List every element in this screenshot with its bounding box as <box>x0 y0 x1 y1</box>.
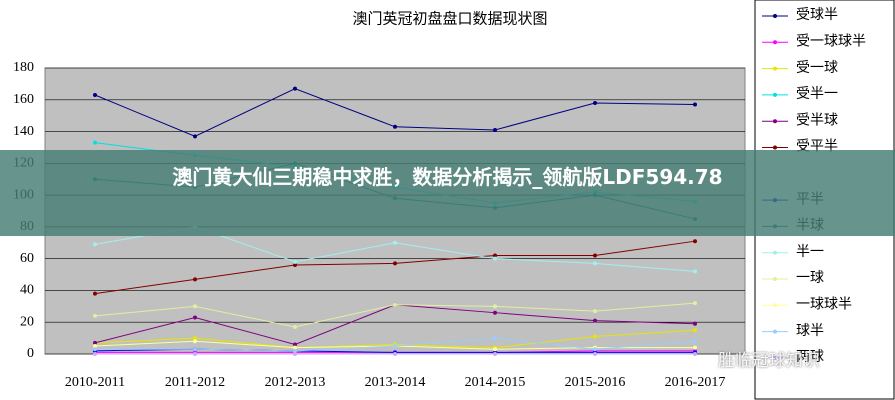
watermark: 胜临冠球知识 <box>718 351 820 371</box>
point <box>493 310 497 315</box>
legend-marker <box>773 277 777 281</box>
point <box>293 352 297 356</box>
legend-marker <box>773 355 777 360</box>
point <box>293 259 297 264</box>
point <box>393 124 397 129</box>
point <box>593 334 597 339</box>
x-tick-label: 2012-2013 <box>265 375 326 390</box>
point <box>693 328 697 333</box>
legend-label: 一球球半 <box>796 297 852 313</box>
point <box>693 102 697 107</box>
point <box>493 253 497 258</box>
point <box>93 344 97 349</box>
legend-label: 受球半 <box>796 7 838 23</box>
x-tick-label: 2014-2015 <box>465 375 526 390</box>
point <box>493 336 497 341</box>
point <box>693 269 697 274</box>
point <box>493 352 497 356</box>
point <box>293 345 297 350</box>
point <box>593 100 597 105</box>
point <box>193 347 197 352</box>
x-tick-label: 2016-2017 <box>665 375 726 390</box>
legend-marker <box>773 250 777 255</box>
chart-title: 澳门英冠初盘盘口数据现状图 <box>352 9 547 27</box>
point <box>593 253 597 258</box>
point <box>693 239 697 244</box>
point <box>193 352 197 356</box>
point <box>293 86 297 91</box>
point <box>93 93 97 98</box>
point <box>293 342 297 347</box>
point <box>193 339 197 344</box>
point <box>393 240 397 245</box>
y-tick-label: 180 <box>13 60 34 75</box>
legend-marker <box>773 92 777 97</box>
legend-label: 受半一 <box>796 86 838 102</box>
point <box>693 345 697 350</box>
point <box>93 313 97 318</box>
x-tick-label: 2015-2016 <box>565 375 626 390</box>
legend-marker <box>773 303 777 308</box>
legend-label: 两球 <box>796 349 824 365</box>
point <box>93 347 97 352</box>
point <box>93 242 97 247</box>
legend-marker <box>773 40 777 45</box>
point <box>693 321 697 326</box>
point <box>193 134 197 139</box>
point <box>593 261 597 266</box>
x-tick-label: 2013-2014 <box>365 375 426 390</box>
point <box>693 301 697 306</box>
legend-marker <box>773 14 777 18</box>
banner: 澳门黄大仙三期稳中求胜，数据分析揭示_领航版LDF594.78 <box>0 150 895 236</box>
point <box>393 344 397 349</box>
point <box>593 347 597 352</box>
point <box>93 291 97 296</box>
point <box>293 324 297 329</box>
y-tick-label: 40 <box>20 283 34 298</box>
point <box>293 263 297 268</box>
x-tick-label: 2010-2011 <box>65 375 125 390</box>
point <box>93 340 97 345</box>
point <box>593 352 597 356</box>
point <box>393 302 397 307</box>
point <box>493 256 497 261</box>
legend-label: 球半 <box>796 323 824 339</box>
y-tick-label: 60 <box>20 251 34 266</box>
point <box>693 339 697 344</box>
point <box>93 140 97 145</box>
legend-label: 受一球 <box>796 60 838 76</box>
legend-marker <box>773 145 777 150</box>
legend-label: 一球 <box>796 270 824 286</box>
point <box>93 352 97 356</box>
x-tick-label: 2011-2012 <box>165 375 225 390</box>
legend-label: 半一 <box>796 244 824 260</box>
point <box>193 315 197 320</box>
point <box>493 347 497 352</box>
point <box>293 348 297 353</box>
point <box>393 261 397 266</box>
point <box>193 336 197 341</box>
legend-marker <box>773 66 777 71</box>
legend-marker <box>773 119 777 124</box>
legend-label: 受一球球半 <box>796 34 866 50</box>
point <box>493 304 497 309</box>
legend-label: 受半球 <box>796 112 838 128</box>
point <box>693 352 697 356</box>
legend-marker <box>773 329 777 334</box>
y-tick-label: 160 <box>13 92 34 107</box>
point <box>393 352 397 356</box>
point <box>593 309 597 314</box>
point <box>493 127 497 132</box>
point <box>193 304 197 309</box>
y-tick-label: 0 <box>27 346 34 361</box>
point <box>593 318 597 323</box>
point <box>193 277 197 282</box>
y-tick-label: 140 <box>13 124 34 139</box>
y-tick-label: 20 <box>20 314 34 329</box>
